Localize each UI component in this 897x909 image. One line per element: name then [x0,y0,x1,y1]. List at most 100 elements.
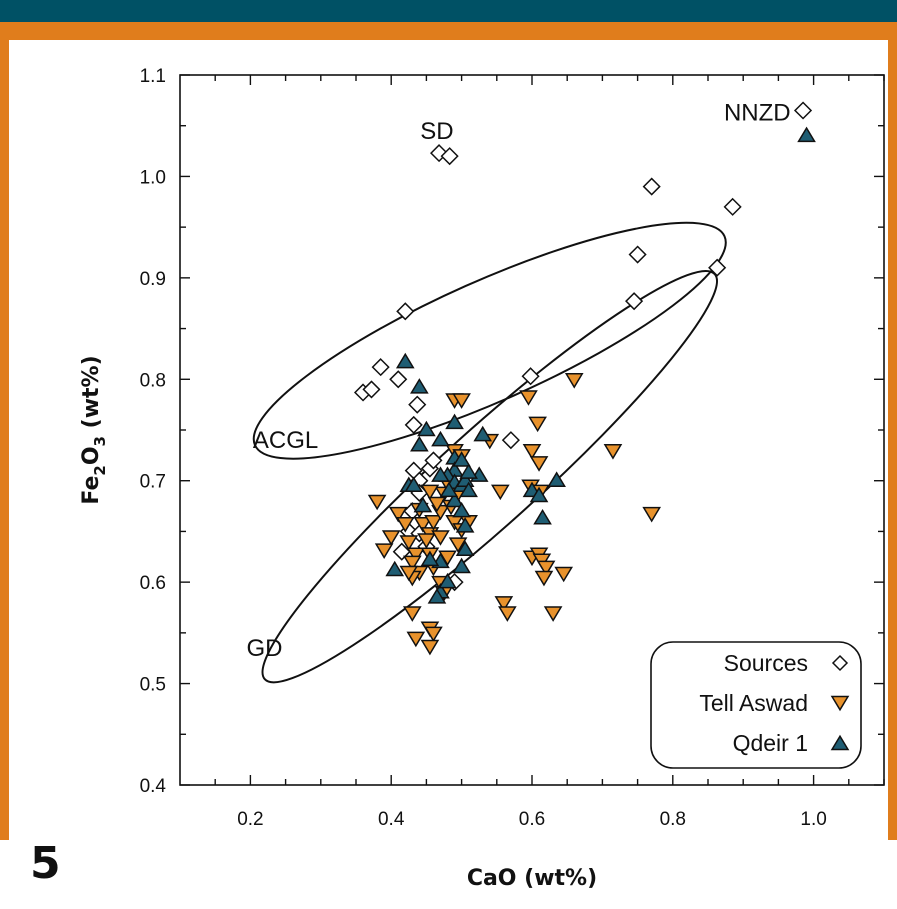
point-tell-aswad [494,596,514,612]
x-axis-title: CaO (wt%) [467,866,597,891]
point-qdeir-1 [533,508,552,525]
point-sources [404,415,423,434]
point-qdeir-1 [417,420,436,437]
y-tick-label: 0.6 [140,573,166,594]
point-qdeir-1 [427,588,447,604]
frame-border-left [0,22,9,840]
point-tell-aswad [528,416,547,433]
y-tick-label: 0.7 [140,472,166,493]
point-tell-aswad [424,626,443,643]
point-sources [501,431,520,450]
point-qdeir-1 [410,378,429,394]
y-tick-label: 1.0 [140,167,166,188]
point-tell-aswad [367,494,387,511]
figure-number: 5 [30,838,61,889]
point-sources [625,292,644,311]
point-qdeir-1 [445,413,464,430]
point-tell-aswad [399,535,419,551]
y-tick-label: 1.1 [140,66,166,87]
point-tell-aswad [427,496,447,513]
frame-border-top [0,22,897,40]
y-tick-label: 0.4 [140,776,167,797]
point-qdeir-1 [431,430,450,447]
x-tick-label: 0.2 [237,809,263,830]
point-tell-aswad [399,565,419,582]
point-qdeir-1 [404,476,424,493]
x-tick-label: 0.6 [519,809,545,830]
point-tell-aswad [448,537,468,553]
point-qdeir-1 [420,550,440,567]
point-qdeir-1 [797,126,816,143]
point-sources [642,177,661,196]
legend-label-tell-aswad: Tell Aswad [699,690,808,716]
ellipse-acgl [252,221,727,460]
point-tell-aswad [490,484,510,501]
point-qdeir-1 [529,486,549,503]
point-qdeir-1 [459,463,478,479]
point-tell-aswad [554,566,574,583]
y-tick-label: 0.5 [140,675,166,696]
point-qdeir-1 [455,517,475,533]
point-sources [521,367,540,386]
point-sources [424,451,443,470]
point-sources [362,380,381,399]
legend-label-sources: Sources [724,650,808,676]
frame-border-right [888,22,897,840]
x-tick-label: 0.4 [378,809,405,830]
point-tell-aswad [402,555,422,572]
y-axis-title: Fe2O3 (wt%) [79,355,109,504]
point-tell-aswad [543,606,563,622]
annotation-acgl: ACGL [253,427,318,454]
legend: Sources Tell Aswad Qdeir 1 [650,641,862,769]
point-tell-aswad [452,393,471,409]
x-tick-label: 0.8 [660,809,686,830]
point-tell-aswad [603,444,623,460]
point-qdeir-1 [452,557,471,574]
point-tell-aswad [420,639,440,656]
point-sources [793,101,813,120]
point-qdeir-1 [452,501,471,518]
point-tell-aswad [406,547,426,564]
point-tell-aswad [498,606,517,622]
point-qdeir-1 [473,425,493,442]
point-tell-aswad [522,444,542,460]
legend-box [650,641,862,769]
point-qdeir-1 [410,435,429,452]
point-tell-aswad [536,560,556,577]
point-tell-aswad [417,533,436,549]
point-sources [440,147,459,166]
point-qdeir-1 [547,471,566,487]
point-sources [371,358,390,377]
point-sources [389,370,408,389]
point-qdeir-1 [452,451,471,467]
annotation-nnzd: NNZD [724,100,791,127]
legend-marker-qdeir-1 [830,734,850,751]
x-tick-label: 1.0 [800,809,826,830]
legend-marker-tell-aswad [830,695,850,712]
point-qdeir-1 [413,496,433,513]
header-bar [0,0,897,22]
point-tell-aswad [424,515,443,531]
point-qdeir-1 [459,481,478,498]
point-tell-aswad [529,456,549,472]
point-sources [408,395,427,414]
point-tell-aswad [374,543,394,559]
point-tell-aswad [406,631,426,648]
point-qdeir-1 [439,481,459,498]
point-sources [396,302,415,321]
point-qdeir-1 [385,560,405,577]
point-qdeir-1 [431,466,450,482]
point-qdeir-1 [395,352,415,369]
point-sources [723,197,742,216]
point-tell-aswad [420,484,440,501]
point-qdeir-1 [455,540,475,556]
point-tell-aswad [388,506,408,523]
annotation-gd: GD [246,635,282,662]
point-tell-aswad [642,506,662,523]
point-sources [628,245,647,264]
point-tell-aswad [564,373,584,389]
point-tell-aswad [402,606,422,622]
point-tell-aswad [534,570,554,587]
point-qdeir-1 [445,491,464,508]
